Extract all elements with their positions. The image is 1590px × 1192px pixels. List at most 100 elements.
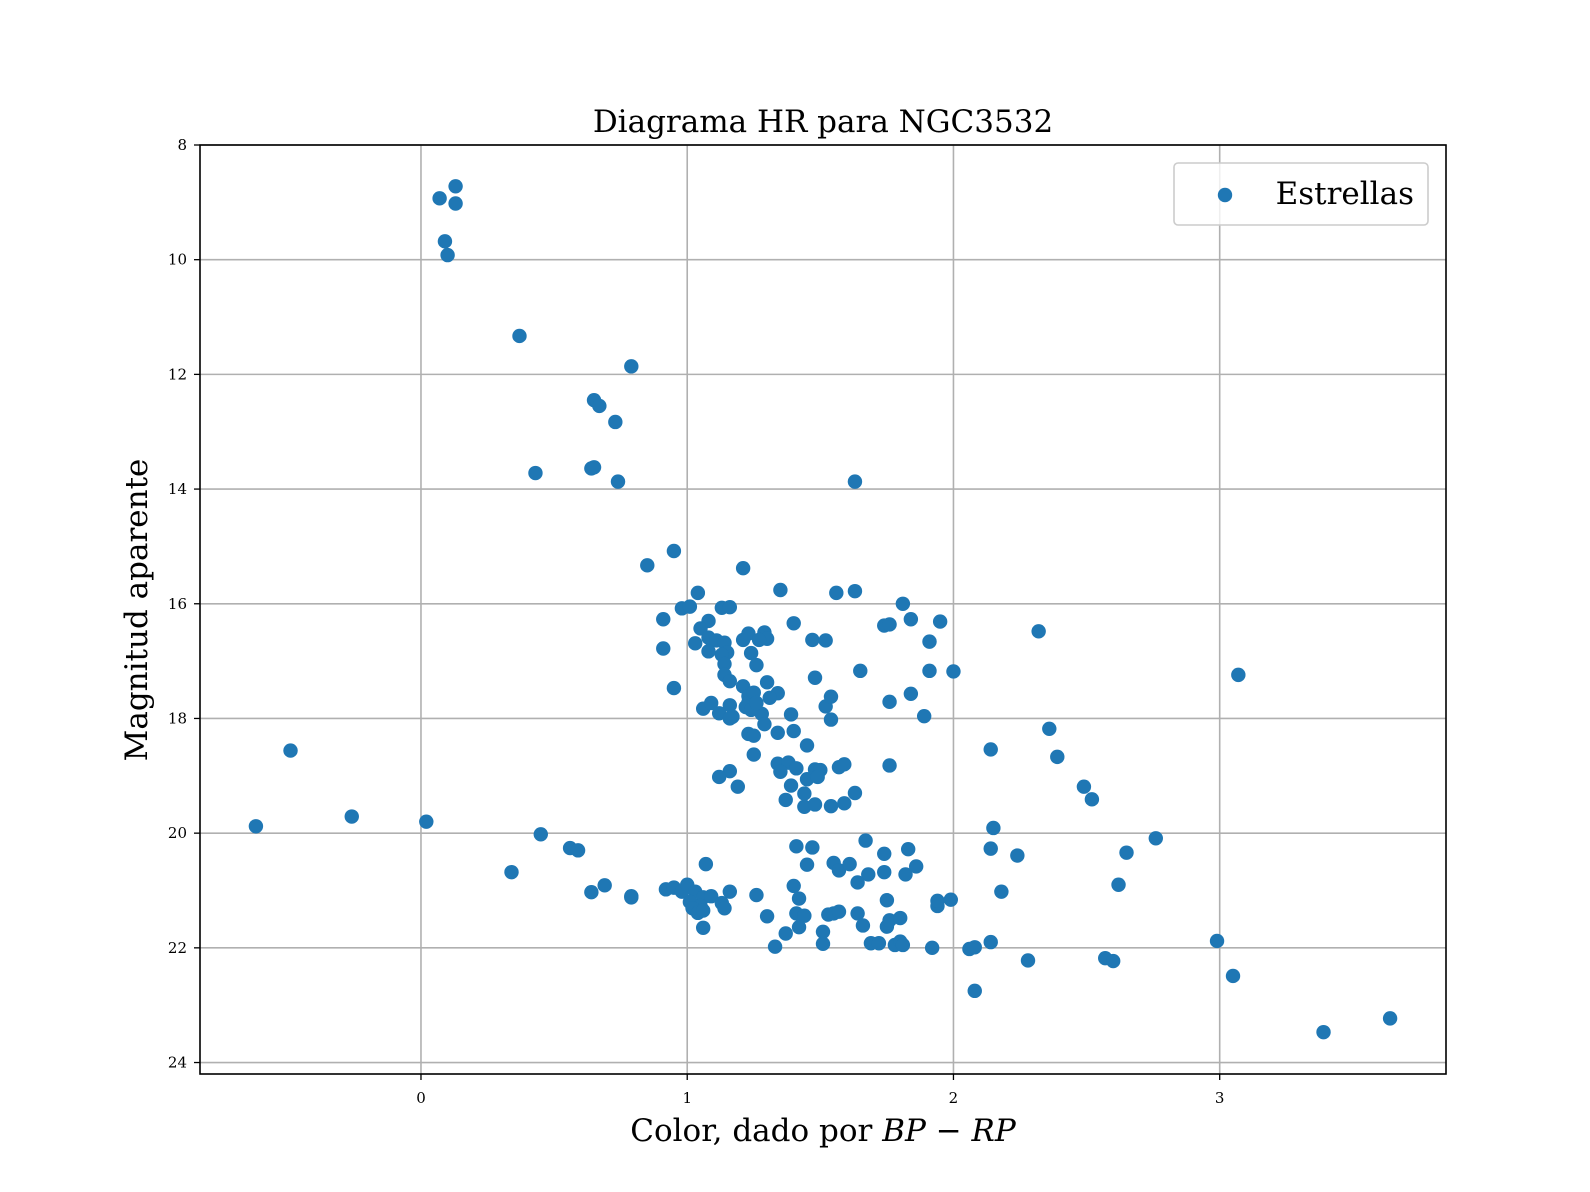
y-tick-label: 24: [168, 1054, 187, 1072]
scatter-point: [837, 757, 852, 772]
scatter-point: [879, 893, 895, 908]
scatter-point: [682, 599, 698, 614]
scatter-point: [759, 675, 775, 690]
scatter-point: [858, 833, 873, 848]
scatter-point: [608, 414, 623, 430]
scatter-point: [767, 939, 783, 954]
scatter-point: [624, 890, 639, 905]
scatter-point: [994, 884, 1009, 899]
scatter-point: [597, 878, 612, 893]
scatter-point: [656, 612, 671, 627]
scatter-point: [908, 859, 924, 874]
scatter-point: [690, 585, 706, 601]
scatter-point: [759, 909, 775, 924]
scatter-point: [746, 747, 761, 762]
scatter-point: [730, 779, 746, 794]
scatter-point: [283, 743, 298, 758]
scatter-point: [717, 656, 732, 672]
scatter-point: [528, 465, 543, 481]
scatter-point: [1050, 749, 1065, 765]
scatter-point: [893, 910, 908, 926]
chart-title: Diagrama HR para NGC3532: [593, 104, 1053, 140]
x-axis-label: Color, dado por BP − RP: [630, 1113, 1017, 1149]
y-tick-label: 12: [168, 365, 187, 383]
scatter-point: [1209, 933, 1225, 949]
scatter-point: [1231, 667, 1246, 683]
scatter-point: [437, 234, 453, 249]
x-axis-label-math: BP − RP: [881, 1113, 1017, 1149]
scatter-point: [722, 673, 738, 689]
scatter-point: [850, 875, 865, 890]
x-tick-label: 0: [416, 1089, 426, 1107]
scatter-point: [1148, 831, 1163, 846]
scatter-point: [722, 711, 738, 726]
plot-frame: [199, 144, 1447, 1075]
scatter-point: [448, 179, 463, 194]
scatter-point: [903, 686, 919, 701]
scatter-point: [855, 918, 871, 933]
scatter-point: [943, 892, 958, 907]
scatter-point: [916, 708, 932, 724]
scatter-point: [778, 792, 793, 808]
scatter-point: [853, 663, 868, 679]
scatter-point: [1042, 721, 1057, 736]
scatter-point: [770, 725, 785, 740]
scatter-point: [983, 934, 998, 950]
scatter-point: [924, 940, 940, 956]
scatter-point: [419, 814, 434, 829]
scatter-point: [786, 878, 801, 894]
scatter-point: [807, 670, 823, 685]
scatter-point: [783, 707, 799, 722]
scatter-point: [1010, 848, 1025, 863]
x-tick-label: 2: [949, 1089, 959, 1107]
scatter-point: [895, 937, 911, 953]
scatter-point: [711, 706, 727, 721]
scatter-point: [741, 626, 756, 641]
scatter-point: [512, 328, 527, 344]
scatter-point: [823, 712, 839, 727]
scatter-point: [829, 585, 844, 601]
scatter-point: [823, 798, 839, 814]
scatter-point: [688, 636, 703, 651]
y-tick-label: 8: [177, 136, 187, 154]
scatter-point: [778, 926, 793, 941]
scatter-point: [1225, 968, 1241, 984]
scatter-point: [695, 920, 711, 935]
scatter-point: [837, 796, 852, 811]
scatter-point: [640, 558, 655, 573]
legend: Estrellas: [1173, 162, 1429, 226]
scatter-point: [749, 657, 764, 673]
scatter-point: [900, 842, 916, 857]
scatter-point: [805, 632, 820, 648]
scatter-point: [847, 583, 863, 599]
scatter-point: [810, 769, 825, 785]
scatter-point: [882, 617, 897, 632]
scatter-point: [440, 247, 455, 263]
scatter-point: [932, 614, 948, 629]
scatter-point: [656, 641, 671, 656]
scatter-point: [586, 460, 602, 475]
scatter-point: [1382, 1011, 1398, 1026]
scatter-point: [703, 695, 719, 711]
scatter-point: [842, 856, 857, 872]
scatter-point: [799, 857, 815, 872]
scatter-point: [967, 940, 982, 955]
y-tick-label: 18: [168, 709, 187, 727]
scatter-points: [248, 179, 1398, 1040]
scatter-point: [871, 936, 887, 951]
scatter-point: [773, 582, 788, 598]
x-tick-label: 3: [1215, 1089, 1225, 1107]
scatter-point: [898, 867, 913, 882]
scatter-point: [1020, 953, 1036, 968]
scatter-point: [762, 690, 777, 706]
y-tick-label: 16: [168, 595, 187, 613]
scatter-point: [570, 843, 586, 858]
scatter-point: [789, 761, 804, 776]
scatter-point: [610, 474, 626, 489]
scatter-point: [946, 664, 961, 679]
scatter-point: [722, 884, 738, 899]
scatter-point: [850, 906, 865, 921]
scatter-point: [757, 716, 772, 732]
scatter-point: [624, 359, 639, 374]
